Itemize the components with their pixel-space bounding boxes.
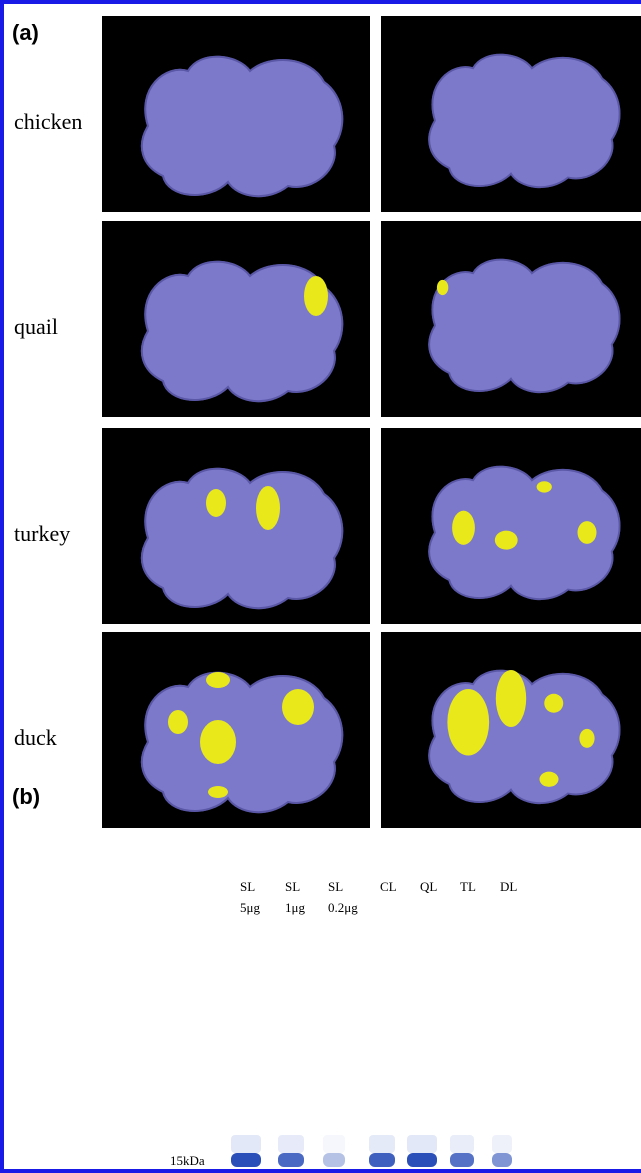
figure: (a) chicken quail turkey duck (b) SL 5μg SL 1μ… — [0, 0, 641, 1173]
panel-label: (a) — [12, 20, 39, 45]
lane-label: SL — [328, 879, 343, 894]
yellow-patch — [544, 694, 563, 713]
yellow-patch — [540, 772, 559, 787]
yellow-patch — [537, 481, 552, 492]
structure-panel — [102, 221, 370, 417]
yellow-patch — [256, 486, 280, 530]
gel-band — [492, 1153, 512, 1167]
lane-label: DL — [500, 879, 517, 894]
row-label: quail — [14, 314, 58, 339]
lane-label: CL — [380, 879, 397, 894]
yellow-patch — [447, 689, 489, 756]
lane-label: SL — [240, 879, 255, 894]
panel-label: (b) — [12, 784, 40, 809]
yellow-patch — [200, 720, 236, 764]
gel-band — [369, 1153, 395, 1167]
structure-panel — [102, 428, 370, 624]
lane-label: TL — [460, 879, 476, 894]
lane-label: SL — [285, 879, 300, 894]
gel-band — [231, 1153, 261, 1167]
structure-panel — [381, 632, 641, 828]
structure-panel — [102, 16, 370, 212]
gel-band — [407, 1153, 437, 1167]
marker-label: 15kDa — [170, 1153, 205, 1168]
row-label: turkey — [14, 521, 70, 546]
yellow-patch — [304, 276, 328, 316]
gel-band — [278, 1153, 304, 1167]
yellow-patch — [578, 521, 597, 544]
row-label: chicken — [14, 109, 82, 134]
yellow-patch — [206, 672, 230, 688]
yellow-patch — [495, 531, 518, 550]
structure-panel — [381, 428, 641, 624]
yellow-patch — [168, 710, 188, 734]
yellow-patch — [282, 689, 314, 725]
row-label: duck — [14, 725, 57, 750]
yellow-patch — [208, 786, 228, 798]
yellow-patch — [206, 489, 226, 517]
structure-panel — [381, 221, 641, 417]
lane-amount: 5μg — [240, 900, 260, 915]
lane-amount: 0.2μg — [328, 900, 358, 915]
yellow-patch — [496, 670, 526, 727]
yellow-patch — [579, 729, 594, 748]
lane-label: QL — [420, 879, 437, 894]
yellow-patch — [437, 280, 448, 295]
gel-band — [450, 1153, 474, 1167]
yellow-patch — [452, 511, 475, 545]
structure-panel — [381, 16, 641, 212]
gel-band — [323, 1153, 345, 1167]
structure-panel — [102, 632, 370, 828]
lane-amount: 1μg — [285, 900, 305, 915]
